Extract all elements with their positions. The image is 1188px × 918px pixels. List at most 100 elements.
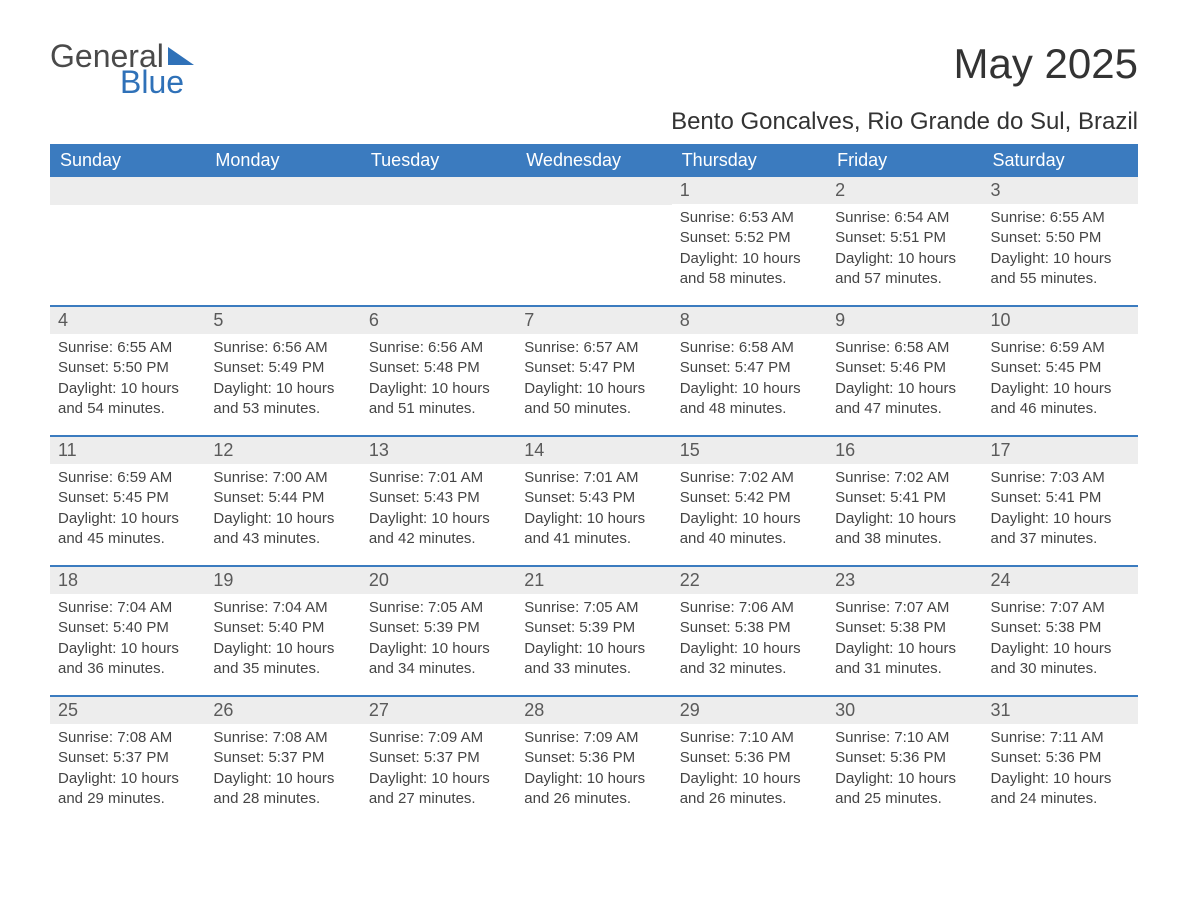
sunrise-text: Sunrise: 6:55 AM (58, 338, 197, 358)
sunset-text: Sunset: 5:36 PM (835, 748, 974, 768)
sunset-text: Sunset: 5:41 PM (835, 488, 974, 508)
daylight-text: Daylight: 10 hours and 53 minutes. (213, 379, 352, 420)
sunrise-text: Sunrise: 7:11 AM (991, 728, 1130, 748)
sunset-text: Sunset: 5:37 PM (213, 748, 352, 768)
day-details: Sunrise: 6:53 AMSunset: 5:52 PMDaylight:… (672, 204, 827, 299)
day-number: 28 (516, 697, 671, 724)
sunset-text: Sunset: 5:39 PM (524, 618, 663, 638)
sunrise-text: Sunrise: 7:08 AM (58, 728, 197, 748)
calendar-cell: 20Sunrise: 7:05 AMSunset: 5:39 PMDayligh… (361, 567, 516, 695)
daylight-text: Daylight: 10 hours and 47 minutes. (835, 379, 974, 420)
sunrise-text: Sunrise: 7:10 AM (835, 728, 974, 748)
day-number: 29 (672, 697, 827, 724)
calendar-cell (516, 177, 671, 305)
day-details: Sunrise: 7:10 AMSunset: 5:36 PMDaylight:… (672, 724, 827, 819)
sunset-text: Sunset: 5:51 PM (835, 228, 974, 248)
sunset-text: Sunset: 5:43 PM (369, 488, 508, 508)
daylight-text: Daylight: 10 hours and 30 minutes. (991, 639, 1130, 680)
sunset-text: Sunset: 5:46 PM (835, 358, 974, 378)
daylight-text: Daylight: 10 hours and 46 minutes. (991, 379, 1130, 420)
empty-day-number (50, 177, 205, 205)
day-number: 1 (672, 177, 827, 204)
daylight-text: Daylight: 10 hours and 25 minutes. (835, 769, 974, 810)
sunset-text: Sunset: 5:41 PM (991, 488, 1130, 508)
calendar-cell: 24Sunrise: 7:07 AMSunset: 5:38 PMDayligh… (983, 567, 1138, 695)
day-number: 19 (205, 567, 360, 594)
sunset-text: Sunset: 5:40 PM (213, 618, 352, 638)
sunrise-text: Sunrise: 6:58 AM (835, 338, 974, 358)
sunset-text: Sunset: 5:44 PM (213, 488, 352, 508)
calendar-cell: 31Sunrise: 7:11 AMSunset: 5:36 PMDayligh… (983, 697, 1138, 825)
daylight-text: Daylight: 10 hours and 26 minutes. (524, 769, 663, 810)
daylight-text: Daylight: 10 hours and 58 minutes. (680, 249, 819, 290)
calendar-cell: 15Sunrise: 7:02 AMSunset: 5:42 PMDayligh… (672, 437, 827, 565)
empty-day-number (205, 177, 360, 205)
sunrise-text: Sunrise: 7:03 AM (991, 468, 1130, 488)
daylight-text: Daylight: 10 hours and 57 minutes. (835, 249, 974, 290)
daylight-text: Daylight: 10 hours and 51 minutes. (369, 379, 508, 420)
calendar-cell: 30Sunrise: 7:10 AMSunset: 5:36 PMDayligh… (827, 697, 982, 825)
day-number: 10 (983, 307, 1138, 334)
sunset-text: Sunset: 5:36 PM (991, 748, 1130, 768)
empty-day-number (361, 177, 516, 205)
daylight-text: Daylight: 10 hours and 37 minutes. (991, 509, 1130, 550)
calendar-cell: 6Sunrise: 6:56 AMSunset: 5:48 PMDaylight… (361, 307, 516, 435)
sunset-text: Sunset: 5:38 PM (680, 618, 819, 638)
day-details: Sunrise: 7:07 AMSunset: 5:38 PMDaylight:… (983, 594, 1138, 689)
day-details: Sunrise: 6:54 AMSunset: 5:51 PMDaylight:… (827, 204, 982, 299)
logo-word-blue: Blue (120, 66, 194, 98)
daylight-text: Daylight: 10 hours and 27 minutes. (369, 769, 508, 810)
sunset-text: Sunset: 5:50 PM (991, 228, 1130, 248)
day-details: Sunrise: 7:10 AMSunset: 5:36 PMDaylight:… (827, 724, 982, 819)
day-number: 16 (827, 437, 982, 464)
sunset-text: Sunset: 5:43 PM (524, 488, 663, 508)
calendar-cell (205, 177, 360, 305)
daylight-text: Daylight: 10 hours and 35 minutes. (213, 639, 352, 680)
calendar-cell: 12Sunrise: 7:00 AMSunset: 5:44 PMDayligh… (205, 437, 360, 565)
day-details: Sunrise: 7:05 AMSunset: 5:39 PMDaylight:… (361, 594, 516, 689)
day-number: 31 (983, 697, 1138, 724)
day-number: 24 (983, 567, 1138, 594)
calendar-cell: 19Sunrise: 7:04 AMSunset: 5:40 PMDayligh… (205, 567, 360, 695)
day-number: 11 (50, 437, 205, 464)
day-header: Wednesday (516, 144, 671, 177)
daylight-text: Daylight: 10 hours and 43 minutes. (213, 509, 352, 550)
day-number: 12 (205, 437, 360, 464)
daylight-text: Daylight: 10 hours and 45 minutes. (58, 509, 197, 550)
sunrise-text: Sunrise: 7:06 AM (680, 598, 819, 618)
sunset-text: Sunset: 5:47 PM (524, 358, 663, 378)
day-details: Sunrise: 7:08 AMSunset: 5:37 PMDaylight:… (50, 724, 205, 819)
day-number: 26 (205, 697, 360, 724)
day-details: Sunrise: 7:07 AMSunset: 5:38 PMDaylight:… (827, 594, 982, 689)
calendar-cell: 14Sunrise: 7:01 AMSunset: 5:43 PMDayligh… (516, 437, 671, 565)
sunset-text: Sunset: 5:50 PM (58, 358, 197, 378)
sunrise-text: Sunrise: 7:02 AM (680, 468, 819, 488)
daylight-text: Daylight: 10 hours and 29 minutes. (58, 769, 197, 810)
day-number: 7 (516, 307, 671, 334)
sunrise-text: Sunrise: 6:56 AM (369, 338, 508, 358)
calendar-cell: 4Sunrise: 6:55 AMSunset: 5:50 PMDaylight… (50, 307, 205, 435)
sunset-text: Sunset: 5:45 PM (58, 488, 197, 508)
calendar-cell: 3Sunrise: 6:55 AMSunset: 5:50 PMDaylight… (983, 177, 1138, 305)
day-header: Saturday (983, 144, 1138, 177)
day-number: 22 (672, 567, 827, 594)
calendar-cell: 17Sunrise: 7:03 AMSunset: 5:41 PMDayligh… (983, 437, 1138, 565)
location-label: Bento Goncalves, Rio Grande do Sul, Braz… (50, 108, 1138, 136)
day-header: Sunday (50, 144, 205, 177)
week-row: 25Sunrise: 7:08 AMSunset: 5:37 PMDayligh… (50, 695, 1138, 825)
calendar-cell: 7Sunrise: 6:57 AMSunset: 5:47 PMDaylight… (516, 307, 671, 435)
sunrise-text: Sunrise: 6:54 AM (835, 208, 974, 228)
logo: General Blue (50, 40, 194, 98)
day-number: 21 (516, 567, 671, 594)
day-details: Sunrise: 7:02 AMSunset: 5:42 PMDaylight:… (672, 464, 827, 559)
calendar-cell: 22Sunrise: 7:06 AMSunset: 5:38 PMDayligh… (672, 567, 827, 695)
day-number: 3 (983, 177, 1138, 204)
sunrise-text: Sunrise: 7:01 AM (524, 468, 663, 488)
day-number: 30 (827, 697, 982, 724)
calendar-cell: 16Sunrise: 7:02 AMSunset: 5:41 PMDayligh… (827, 437, 982, 565)
calendar: SundayMondayTuesdayWednesdayThursdayFrid… (50, 144, 1138, 825)
sunrise-text: Sunrise: 7:04 AM (58, 598, 197, 618)
calendar-cell: 9Sunrise: 6:58 AMSunset: 5:46 PMDaylight… (827, 307, 982, 435)
sunset-text: Sunset: 5:36 PM (524, 748, 663, 768)
day-number: 14 (516, 437, 671, 464)
